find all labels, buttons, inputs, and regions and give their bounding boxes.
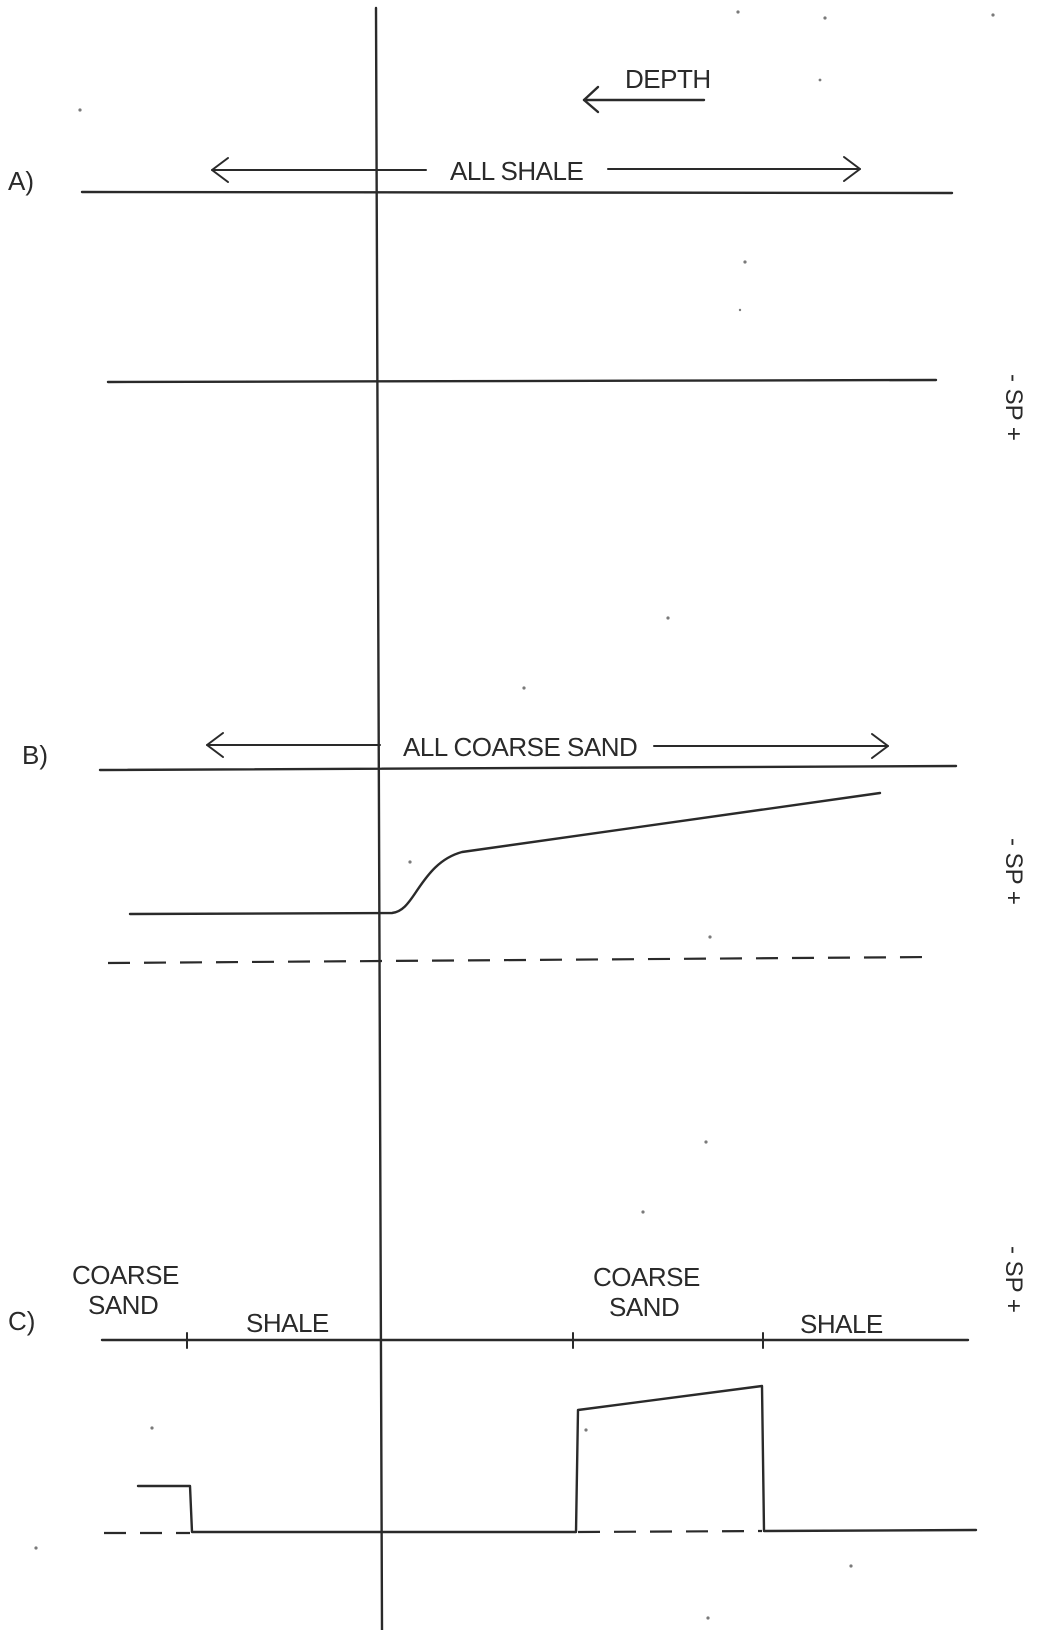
panel-b-span-arrow [206, 732, 889, 759]
panel-c-label: C) [8, 1306, 35, 1336]
panel-c-segment-3-label-line1: COARSE [593, 1262, 700, 1292]
panel-c: C) COARSE SAND SHALE COARSE SAND SHALE -… [8, 1246, 1027, 1535]
panel-c-sp-axis-label: - SP + [1000, 1246, 1027, 1313]
panel-a-formation-label: ALL SHALE [450, 156, 583, 186]
depth-label: DEPTH [625, 64, 711, 94]
panel-a-label: A) [8, 166, 34, 196]
panel-b-shale-baseline [107, 955, 935, 965]
panel-c-boundary-ticks [186, 1332, 764, 1349]
scan-specks [34, 10, 995, 1620]
panel-b-sp-curve [128, 791, 882, 916]
panel-a-sp-axis-label: - SP + [1000, 374, 1027, 441]
panel-b-label: B) [22, 740, 48, 770]
panel-a-sp-curve [106, 378, 938, 384]
panel-b-sp-axis-label: - SP + [1000, 838, 1027, 905]
panel-b-depth-track-line [98, 764, 958, 772]
panel-c-segment-1-label-line2: SAND [88, 1290, 158, 1320]
panel-b-formation-label: ALL COARSE SAND [403, 732, 637, 762]
panel-a: A) ALL SHALE - SP + [8, 156, 1027, 441]
vertical-reference-line [374, 6, 384, 1630]
panel-c-segment-4-label: SHALE [800, 1309, 883, 1339]
panel-a-depth-track-line [80, 190, 954, 195]
panel-b: B) ALL COARSE SAND - SP + [22, 732, 1027, 965]
depth-arrow [582, 85, 706, 114]
panel-c-segment-1-label-line1: COARSE [72, 1260, 179, 1290]
panel-a-span-arrow [211, 156, 861, 183]
panel-c-segment-2-label: SHALE [246, 1308, 329, 1338]
panel-c-sp-curve [136, 1384, 978, 1534]
panel-c-shale-baseline-mid [577, 1529, 763, 1534]
panel-c-segment-3-label-line2: SAND [609, 1292, 679, 1322]
